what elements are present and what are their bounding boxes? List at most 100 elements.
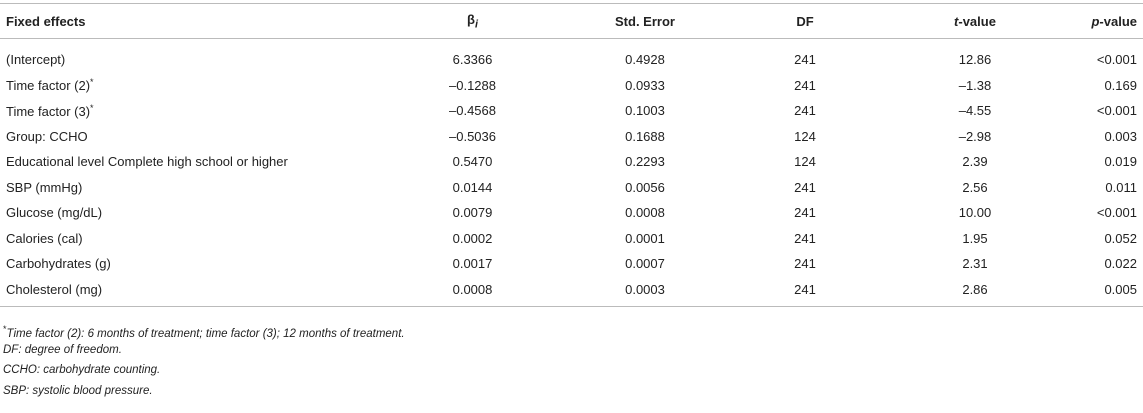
- footnote-mark: *: [90, 77, 94, 88]
- row-label-cell: SBP (mmHg): [0, 175, 390, 201]
- column-header: DF: [735, 3, 875, 39]
- table-header: Fixed effects βi Std. Error DF t-value p-valu…: [0, 3, 1143, 39]
- table-cell: 0.0002: [452, 230, 493, 246]
- table-cell: 0.5470: [452, 154, 493, 170]
- table-cell: 2.31: [962, 256, 988, 272]
- column-header: t-value: [875, 3, 1075, 39]
- header-text: -value: [958, 13, 996, 29]
- table-cell: 241: [794, 52, 816, 68]
- footnote-mark: *: [3, 324, 7, 334]
- table-cell: 6.3366: [452, 52, 493, 68]
- footnote: SBP: systolic blood pressure.: [3, 381, 1143, 402]
- table-cell: 0.052: [1104, 230, 1137, 246]
- table-cell: 0.0056: [625, 179, 665, 195]
- table-cell: 12.86: [958, 52, 992, 68]
- table-row: Time factor (2)* –0.1288 0.0933 241 –1.38 0.1…: [0, 73, 1143, 99]
- table-row: SBP (mmHg) 0.0144 0.0056 241 2.56 0.011: [0, 175, 1143, 201]
- row-label-cell: Calories (cal): [0, 226, 390, 252]
- table-cell: 0.1003: [625, 103, 665, 119]
- table-cell: 241: [794, 77, 816, 93]
- table-cell: <0.001: [1096, 52, 1137, 68]
- table-cell: 0.0008: [625, 205, 665, 221]
- table-cell: 0.0017: [452, 256, 493, 272]
- table-cell: –0.4568: [449, 103, 496, 119]
- table-cell: –0.1288: [449, 77, 496, 93]
- table-row: Educational level Complete high school o…: [0, 149, 1143, 175]
- table-cell: 2.56: [962, 179, 988, 195]
- table-cell: 0.0933: [625, 77, 665, 93]
- row-label: (Intercept): [6, 52, 66, 68]
- table-row: Glucose (mg/dL) 0.0079 0.0008 241 10.00 <0.00…: [0, 200, 1143, 226]
- row-label-cell: (Intercept): [0, 39, 390, 73]
- header-italic: t: [954, 13, 959, 29]
- table-row: Time factor (3)* –0.4568 0.1003 241 –4.55 <0.…: [0, 98, 1143, 124]
- row-label: Educational level Complete high school o…: [6, 154, 288, 170]
- footnote: CCHO: carbohydrate counting.: [3, 360, 1143, 381]
- header-row: Fixed effects βi Std. Error DF t-value p-valu…: [0, 3, 1143, 39]
- table-row: Group: CCHO –0.5036 0.1688 124 –2.98 0.003: [0, 124, 1143, 150]
- footnote-text: Time factor (2): 6 months of treatment; …: [6, 328, 405, 340]
- table-cell: 2.39: [962, 154, 988, 170]
- table-cell: 241: [794, 179, 816, 195]
- header-italic: p: [1091, 13, 1100, 29]
- table-cell: <0.001: [1096, 205, 1137, 221]
- table-cell: 241: [794, 205, 816, 221]
- table-cell: 124: [794, 154, 816, 170]
- table-cell: 241: [735, 276, 875, 307]
- table-row: Calories (cal) 0.0002 0.0001 241 1.95 0.052: [0, 226, 1143, 252]
- table-cell: 2.86: [875, 276, 1075, 307]
- table-cell: 241: [794, 230, 816, 246]
- table-cell: 0.0003: [555, 276, 735, 307]
- footnote-text: SBP: systolic blood pressure.: [3, 384, 153, 397]
- column-header: βi: [390, 3, 555, 39]
- table-cell: 0.0007: [625, 256, 665, 272]
- table-cell: 10.00: [958, 205, 992, 221]
- row-label: Time factor (2): [6, 78, 91, 94]
- footnote-text: DF: degree of freedom.: [3, 343, 122, 356]
- table-cell: 0.0008: [390, 276, 555, 307]
- footnote-mark: *: [90, 102, 94, 113]
- table-cell: 0.0079: [452, 205, 493, 221]
- row-label: Calories (cal): [6, 230, 83, 246]
- footnote-text: CCHO: carbohydrate counting.: [3, 364, 161, 376]
- header-text: Fixed effects: [6, 13, 86, 29]
- row-label: Time factor (3): [6, 103, 91, 119]
- table-body: (Intercept) 6.3366 0.4928 241 12.86 <0.001 Tim…: [0, 39, 1143, 307]
- table-cell: –0.5036: [449, 128, 496, 144]
- row-label-cell: Glucose (mg/dL): [0, 200, 390, 226]
- row-label-cell: Educational level Complete high school o…: [0, 149, 390, 175]
- row-label-cell: Time factor (2)*: [0, 73, 390, 99]
- table-cell: 241: [794, 256, 816, 272]
- column-header: Fixed effects: [0, 3, 390, 39]
- table-cell: 0.011: [1105, 179, 1137, 195]
- row-label: SBP (mmHg): [6, 179, 83, 195]
- table-cell: 0.0144: [452, 179, 493, 195]
- table-cell: 124: [794, 128, 816, 144]
- footnote: *Time factor (2): 6 months of treatment;…: [3, 319, 1143, 340]
- table-cell: –2.98: [958, 128, 992, 144]
- header-text: -value: [1099, 13, 1137, 29]
- row-label-cell: Cholesterol (mg): [0, 276, 390, 307]
- table-row: Cholesterol (mg) 0.0008 0.0003 241 2.86 0.005: [0, 276, 1143, 307]
- table-cell: 241: [794, 103, 816, 119]
- table-cell: 0.169: [1104, 77, 1137, 93]
- table-cell: 0.005: [1075, 276, 1143, 307]
- column-header: p-value: [1075, 3, 1143, 39]
- table-cell: 0.4928: [625, 52, 665, 68]
- table-row: Carbohydrates (g) 0.0017 0.0007 241 2.31 0.02…: [0, 251, 1143, 277]
- table-cell: 0.1688: [625, 128, 665, 144]
- row-label: Glucose (mg/dL): [6, 205, 103, 221]
- row-label: Carbohydrates (g): [6, 256, 111, 272]
- header-text: Std. Error: [615, 13, 675, 29]
- results-table: Fixed effects βi Std. Error DF t-value p-valu…: [0, 3, 1143, 307]
- table-cell: –1.38: [958, 77, 992, 93]
- row-label-cell: Group: CCHO: [0, 124, 390, 150]
- table-cell: 0.003: [1104, 128, 1137, 144]
- header-text: DF: [796, 13, 814, 29]
- header-subscript: i: [474, 18, 478, 31]
- table-cell: 0.2293: [625, 154, 665, 170]
- table-cell: 0.022: [1104, 256, 1137, 272]
- row-label-cell: Time factor (3)*: [0, 98, 390, 124]
- column-header: Std. Error: [555, 3, 735, 39]
- table-row: (Intercept) 6.3366 0.4928 241 12.86 <0.001: [0, 39, 1143, 73]
